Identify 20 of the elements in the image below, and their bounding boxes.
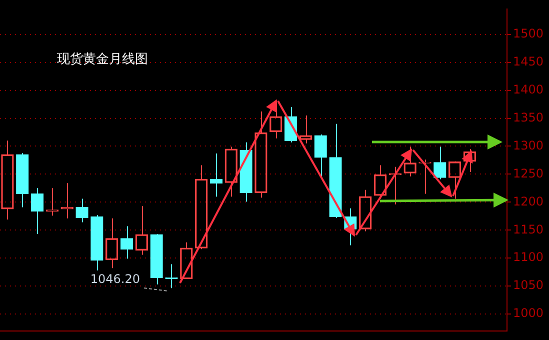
y-tick-label: 1300 (513, 138, 544, 152)
y-tick-label: 1450 (513, 54, 544, 68)
annotation: 1046.20 (90, 272, 140, 286)
y-tick-label: 1350 (513, 110, 544, 124)
y-tick-label: 1500 (513, 26, 544, 40)
y-tick-label: 1400 (513, 82, 544, 96)
candlestick (314, 134, 327, 178)
y-tick-label: 1250 (513, 166, 544, 180)
candlestick (210, 153, 223, 198)
y-tick-label: 1100 (513, 250, 544, 264)
candlestick (329, 123, 342, 218)
y-tick-label: 1050 (513, 278, 544, 292)
candlestick (150, 234, 163, 285)
candlestick (16, 152, 29, 208)
y-tick-label: 1000 (513, 306, 544, 320)
text: 现货黄金月线图 (57, 51, 148, 68)
candlestick (90, 214, 104, 271)
y-tick-label: 1150 (513, 222, 544, 236)
y-tick-label: 1200 (513, 194, 544, 208)
candlestick (240, 142, 252, 202)
